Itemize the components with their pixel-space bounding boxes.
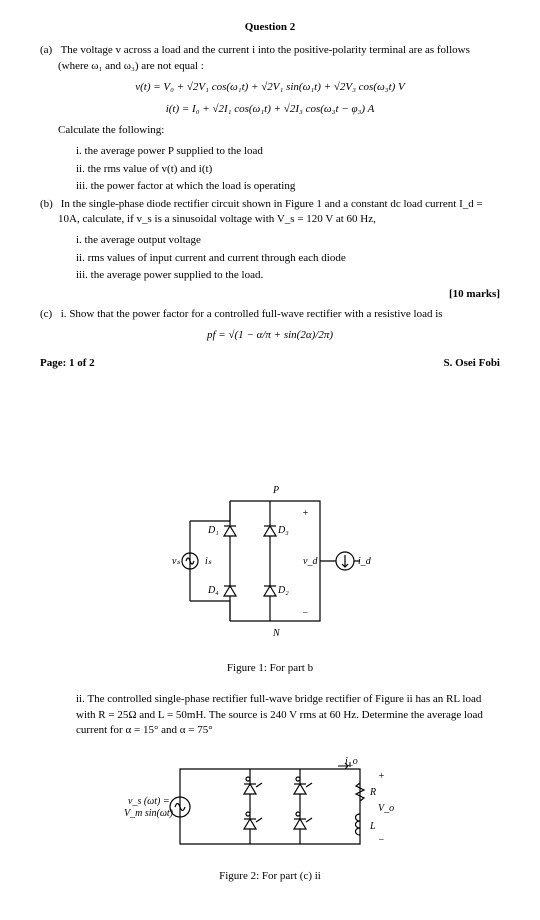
- fig1-D4: D₄: [207, 585, 219, 596]
- fig1-D1: D₁: [207, 525, 219, 536]
- fig2-R: R: [369, 787, 376, 798]
- figure-1: P N D₁ D₃ D₄ D₂ vₛ iₛ v_d i_d + −: [160, 471, 380, 651]
- fig1-D2: D₂: [277, 585, 289, 596]
- part-c: (c) i. Show that the power factor for a …: [58, 307, 500, 322]
- part-b-iii: iii. the average power supplied to the l…: [76, 268, 500, 283]
- fig1-minus: −: [302, 608, 309, 619]
- fig1-vs: vₛ: [172, 556, 180, 567]
- fig1-N: N: [272, 628, 281, 639]
- part-a: (a) The voltage v across a load and the …: [58, 43, 500, 74]
- marks: [10 marks]: [40, 287, 500, 302]
- part-b: (b) In the single-phase diode rectifier …: [58, 197, 500, 228]
- part-c-eq: pf = √(1 − α/π + sin(2α)/2π): [40, 328, 500, 343]
- fig2-L: L: [369, 821, 376, 832]
- fig2-plus: +: [378, 771, 385, 782]
- part-c-i-label: i.: [61, 308, 67, 320]
- part-a-i: i. the average power P supplied to the l…: [76, 144, 500, 159]
- fig1-plus: +: [302, 508, 309, 519]
- fig2-Vo: V_o: [378, 803, 394, 814]
- fig1-id: i_d: [358, 556, 372, 567]
- fig2-src1: v_s (ωt) =: [128, 796, 170, 807]
- part-c-i-text: Show that the power factor for a control…: [69, 308, 442, 320]
- part-a-eq2: i(t) = I₀ + √2I₁ cos(ω₁t) + √2I₃ cos(ω₃t…: [40, 102, 500, 117]
- fig2-src2: V_m sin(ωt): [124, 808, 174, 819]
- part-c-ii-label: ii.: [76, 693, 85, 705]
- figure-2: v_s (ωt) = V_m sin(ωt) i_o R V_o L + −: [120, 749, 420, 859]
- part-a-calc: Calculate the following:: [58, 123, 500, 138]
- part-a-iii: iii. the power factor at which the load …: [76, 179, 500, 194]
- footer-right: S. Osei Fobi: [443, 356, 500, 371]
- part-a-intro: The voltage v across a load and the curr…: [58, 44, 470, 71]
- figure-1-caption: Figure 1: For part b: [40, 661, 500, 676]
- part-b-intro: In the single-phase diode rectifier circ…: [58, 198, 483, 225]
- part-a-eq1: v(t) = V₀ + √2V₁ cos(ω₁t) + √2V₁ sin(ω₁t…: [40, 80, 500, 95]
- footer-left: Page: 1 of 2: [40, 356, 95, 371]
- part-b-label: (b): [40, 197, 58, 212]
- fig1-is: iₛ: [205, 556, 212, 567]
- figure-2-caption: Figure 2: For part (c) ii: [40, 869, 500, 884]
- part-a-ii: ii. the rms value of v(t) and i(t): [76, 162, 500, 177]
- question-title: Question 2: [40, 20, 500, 35]
- part-c-label: (c): [40, 307, 58, 322]
- page-footer: Page: 1 of 2 S. Osei Fobi: [40, 356, 500, 371]
- fig1-vd: v_d: [303, 556, 318, 567]
- part-a-label: (a): [40, 43, 58, 58]
- fig1-D3: D₃: [277, 525, 289, 536]
- part-c-ii-text: The controlled single-phase rectifier fu…: [76, 693, 483, 736]
- fig1-P: P: [272, 485, 279, 496]
- part-b-i: i. the average output voltage: [76, 233, 500, 248]
- part-c-ii: ii. The controlled single-phase rectifie…: [76, 692, 500, 738]
- fig2-minus: −: [378, 835, 385, 846]
- part-b-ii: ii. rms values of input current and curr…: [76, 251, 500, 266]
